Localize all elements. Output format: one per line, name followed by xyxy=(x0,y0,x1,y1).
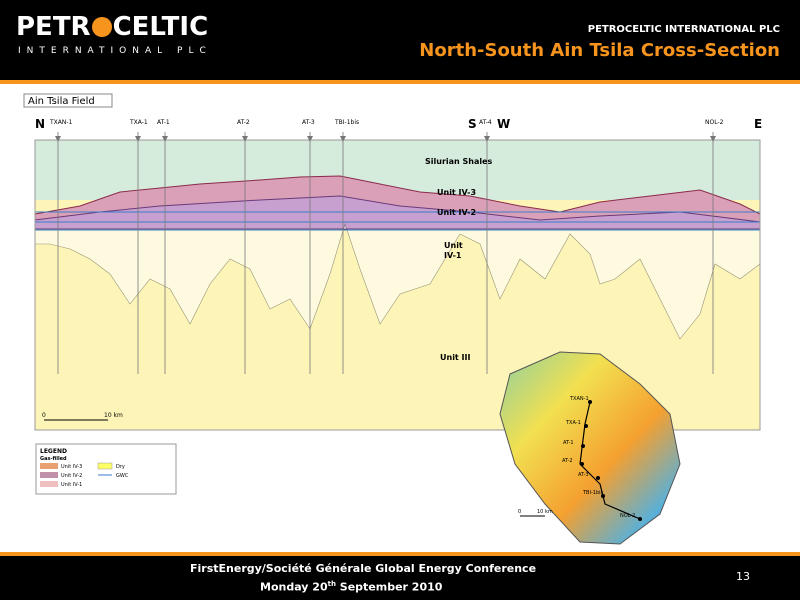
legend-item: GWC xyxy=(116,473,129,479)
well-marker xyxy=(242,136,248,142)
map-well-label: TXA-1 xyxy=(565,420,581,426)
well-marker xyxy=(55,136,61,142)
map-well xyxy=(638,517,642,521)
map-well-label: AT-3 xyxy=(578,472,589,478)
date-text: September 2010 xyxy=(335,580,443,594)
well-label: TBI-1bis xyxy=(334,119,359,126)
well-label: AT-2 xyxy=(237,119,250,126)
map-well-label: TBI-1bis xyxy=(582,490,604,496)
map-well-label: TXAN-1 xyxy=(569,396,589,402)
legend-swatch xyxy=(97,462,113,470)
legend-item: Unit IV-2 xyxy=(61,473,82,479)
well-label: NOL-2 xyxy=(705,119,724,126)
well-marker xyxy=(135,136,141,142)
slide-title: North-South Ain Tsila Cross-Section xyxy=(419,40,780,61)
map-well xyxy=(596,476,600,480)
well-marker xyxy=(710,136,716,142)
direction: S xyxy=(468,117,477,131)
logo-sun xyxy=(91,17,112,37)
header: PETR CELTIC INTERNATIONAL PLC PETROCELTIC… xyxy=(0,0,800,80)
legend-swatch xyxy=(40,463,58,469)
section-trace xyxy=(579,401,641,520)
unit-label: Unit IV-2 xyxy=(437,208,476,217)
legend-item: Unit IV-3 xyxy=(61,464,82,470)
well-marker xyxy=(340,136,346,142)
unit-label: Unit IV-3 xyxy=(437,188,476,197)
date-sup: th xyxy=(327,580,336,588)
well-label: AT-4 xyxy=(479,119,492,126)
map-well xyxy=(580,462,584,466)
accent-bar xyxy=(0,80,800,84)
legend-swatch xyxy=(40,481,58,487)
map-well xyxy=(581,444,585,448)
well-marker xyxy=(484,136,490,142)
map-scale-label: 10 km xyxy=(537,509,553,515)
well-label: TXA-1 xyxy=(129,119,148,126)
company-name: PETROCELTIC INTERNATIONAL PLC xyxy=(587,24,780,35)
well-label: AT-1 xyxy=(157,119,170,126)
well-marker xyxy=(162,136,168,142)
map-well-label: AT-2 xyxy=(562,458,573,464)
unit-label: Unit III xyxy=(440,353,470,362)
unit-iv-1-surface xyxy=(34,223,761,340)
map-scale-label: 0 xyxy=(518,509,521,515)
well-label: TXAN-1 xyxy=(49,119,73,126)
logo-text: PETR xyxy=(16,12,91,42)
legend-item: Dry xyxy=(116,464,125,470)
page-number: 13 xyxy=(736,570,750,583)
map-well xyxy=(588,400,592,404)
map-well-label: AT-1 xyxy=(563,440,574,446)
legend-title: LEGEND xyxy=(40,448,67,455)
legend-swatch xyxy=(40,472,58,478)
logo-text: CELTIC xyxy=(112,12,209,42)
scale-label: 0 xyxy=(42,412,46,419)
direction: N xyxy=(35,117,45,131)
legend-box xyxy=(35,443,177,495)
logo: PETR CELTIC xyxy=(16,12,208,42)
unit-label: IV-1 xyxy=(444,251,462,260)
well-marker xyxy=(307,136,313,142)
date: Monday 20th September 2010 xyxy=(260,580,442,594)
direction: W xyxy=(497,117,510,131)
map-well xyxy=(601,494,605,498)
direction: E xyxy=(754,117,762,131)
legend-group: Gas-filled xyxy=(40,456,67,462)
section-frame xyxy=(34,139,761,431)
unit-label: Unit xyxy=(444,241,463,250)
cross-section: Ain Tsila Field TXAN-1 TXA-1 AT-1 AT-2 AT-3 T… xyxy=(23,93,762,545)
logo-subtitle: INTERNATIONAL PLC xyxy=(18,46,212,56)
field-map xyxy=(499,351,681,545)
map-well-label: NOL-2 xyxy=(620,513,635,519)
date-text: Monday 20 xyxy=(260,580,328,594)
scale-label: 10 km xyxy=(104,412,123,419)
accent-bar xyxy=(0,552,800,556)
footer: FirstEnergy/Société Générale Global Ener… xyxy=(0,556,800,600)
field-label: Ain Tsila Field xyxy=(28,96,95,107)
well-label: AT-3 xyxy=(302,119,315,126)
legend-item: Unit IV-1 xyxy=(61,482,82,488)
unit-label: Silurian Shales xyxy=(425,157,493,166)
field-label-box xyxy=(23,93,113,108)
map-well xyxy=(584,424,588,428)
conference: FirstEnergy/Société Générale Global Ener… xyxy=(190,562,537,575)
